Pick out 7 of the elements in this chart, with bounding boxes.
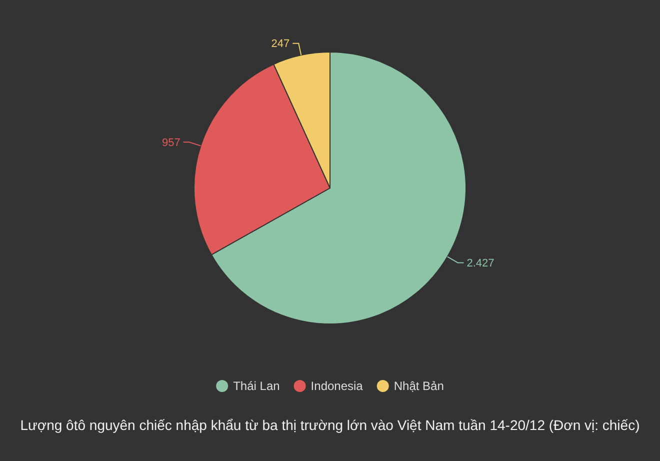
data-label: 957 xyxy=(162,136,180,149)
legend-label: Nhật Bản xyxy=(394,379,444,394)
data-label: 247 xyxy=(271,38,290,50)
text: Lượng ôtô nguyên chiếc nhập khẩu từ ba thị trường lớn vào Việt Nam tuần 14-20/12 (Đơn vị: chiếc) xyxy=(20,417,640,433)
legend-label: Indonesia xyxy=(310,379,364,394)
legend-label: Thái Lan xyxy=(233,379,280,394)
data-label: 2.427 xyxy=(466,258,494,270)
